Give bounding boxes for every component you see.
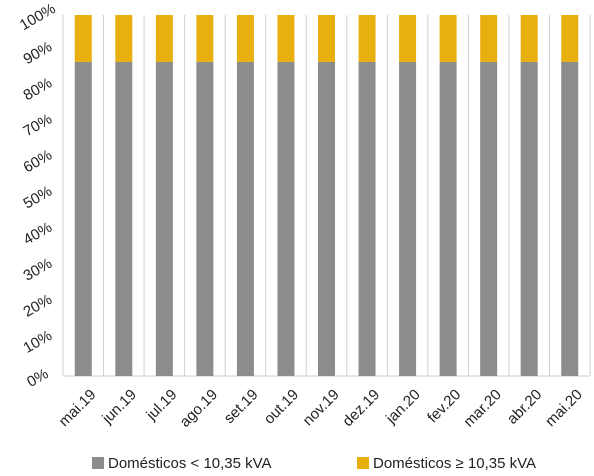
x-tick-label: jun.19 bbox=[98, 386, 140, 428]
y-tick-label: 80% bbox=[20, 74, 55, 104]
y-axis: 0% 10% 20% 30% 40% 50% 60% 70% 80% 90% 100% bbox=[17, 0, 59, 391]
bar-series-0-jun.19 bbox=[115, 61, 133, 377]
bar-series-1-mai.20 bbox=[561, 15, 579, 62]
y-tick-label: 20% bbox=[20, 291, 55, 321]
bar-series-0-abr.20 bbox=[520, 61, 538, 377]
x-tick-label: out.19 bbox=[261, 386, 303, 428]
bar-series-0-jan.20 bbox=[399, 61, 417, 377]
y-tick-label: 50% bbox=[20, 183, 55, 213]
x-tick-label: abr.20 bbox=[504, 386, 546, 428]
bar-series-1-out.19 bbox=[277, 15, 295, 62]
bar-series-0-mai.20 bbox=[561, 61, 579, 377]
bar-series-1-jan.20 bbox=[399, 15, 417, 62]
bar-series-1-abr.20 bbox=[520, 15, 538, 62]
legend-label-series-0: Domésticos < 10,35 kVA bbox=[108, 455, 272, 472]
bar-series-1-jun.19 bbox=[115, 15, 133, 62]
x-tick-label: dez.19 bbox=[339, 386, 383, 430]
bars-layer bbox=[74, 15, 579, 377]
y-tick-label: 30% bbox=[20, 255, 55, 285]
y-tick-label: 0% bbox=[24, 365, 51, 391]
bar-series-0-mai.19 bbox=[74, 61, 92, 377]
bar-series-1-nov.19 bbox=[318, 15, 335, 62]
bar-series-0-out.19 bbox=[277, 61, 295, 377]
y-tick-label: 10% bbox=[20, 327, 55, 357]
bar-series-1-jul.19 bbox=[155, 15, 173, 62]
x-tick-label: mar.20 bbox=[460, 386, 504, 430]
legend-label-series-1: Domésticos ≥ 10,35 kVA bbox=[373, 455, 536, 472]
bar-series-0-mar.20 bbox=[480, 61, 498, 377]
bar-series-1-mai.19 bbox=[74, 15, 92, 62]
y-tick-label: 70% bbox=[20, 111, 55, 141]
bar-series-0-set.19 bbox=[236, 61, 254, 377]
x-tick-label: jan.20 bbox=[382, 386, 424, 428]
bar-series-0-fev.20 bbox=[439, 61, 457, 377]
x-tick-label: ago.19 bbox=[177, 386, 221, 430]
legend-swatch-series-1 bbox=[357, 457, 369, 469]
x-tick-label: jul.19 bbox=[142, 386, 180, 424]
x-tick-label: fev.20 bbox=[424, 386, 464, 426]
grid-layer bbox=[62, 15, 591, 377]
y-tick-label: 90% bbox=[20, 38, 55, 68]
y-tick-label: 100% bbox=[17, 0, 59, 34]
y-tick-label: 60% bbox=[20, 147, 55, 177]
bar-series-0-dez.19 bbox=[358, 61, 376, 377]
legend: Domésticos < 10,35 kVA Domésticos ≥ 10,3… bbox=[92, 455, 536, 472]
bar-series-1-fev.20 bbox=[439, 15, 457, 62]
legend-swatch-series-0 bbox=[92, 457, 104, 469]
bar-series-1-dez.19 bbox=[358, 15, 376, 62]
bar-series-0-jul.19 bbox=[155, 61, 173, 377]
bar-series-0-nov.19 bbox=[318, 61, 335, 377]
x-tick-label: mai.19 bbox=[56, 386, 100, 430]
bar-series-1-set.19 bbox=[236, 15, 254, 62]
bar-series-0-ago.19 bbox=[196, 61, 214, 377]
x-tick-label: mai.20 bbox=[542, 386, 586, 430]
y-tick-label: 40% bbox=[20, 219, 55, 249]
bar-series-1-mar.20 bbox=[480, 15, 498, 62]
bar-series-1-ago.19 bbox=[196, 15, 214, 62]
x-tick-label: nov.19 bbox=[300, 386, 343, 429]
x-tick-label: set.19 bbox=[221, 386, 262, 427]
